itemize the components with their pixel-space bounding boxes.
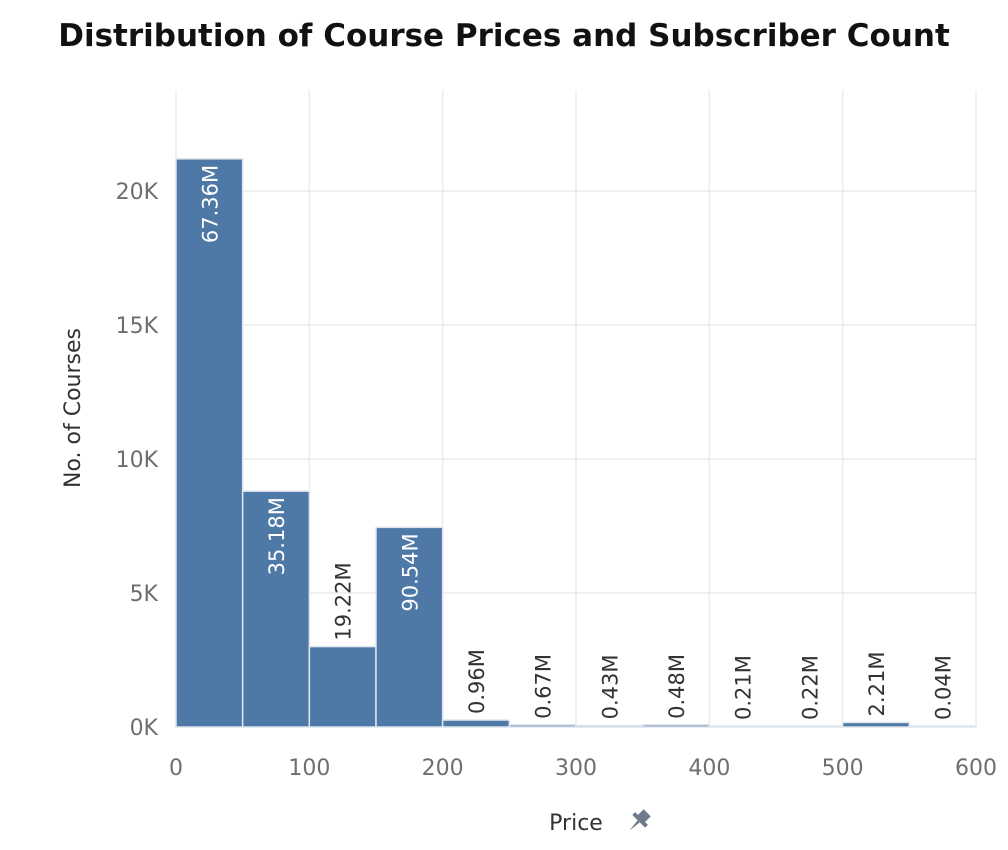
bar-subscriber-label: 0.43M: [598, 655, 622, 720]
bar-subscriber-label: 0.48M: [665, 654, 689, 719]
x-tick-label: 200: [422, 756, 464, 781]
bar-labels: 67.36M 35.18M 19.22M 90.54M 0.96M 0.67M 0.43M 0…: [198, 165, 955, 720]
histogram-bar: [575, 724, 644, 728]
bar-subscriber-label: 19.22M: [332, 562, 356, 640]
histogram-bar: [908, 725, 977, 728]
x-tick-label: 100: [288, 756, 330, 781]
histogram-bar: [508, 724, 577, 728]
y-tick-label: 15K: [116, 314, 159, 339]
tick-labels: 0 100 200 300 400 500 600 0K 5K 10K 15K 20K: [116, 180, 997, 781]
histogram-bar: [641, 724, 711, 728]
bar-subscriber-label: 35.18M: [265, 497, 289, 575]
histogram-bar: [441, 719, 511, 728]
histogram-bar: [375, 526, 444, 728]
histogram-bar: [708, 725, 777, 728]
histogram-bar: [175, 158, 244, 728]
x-tick-label: 600: [955, 756, 997, 781]
pin-icon[interactable]: [623, 806, 653, 836]
chart-title: Distribution of Course Prices and Subscr…: [58, 18, 950, 54]
y-tick-label: 0K: [130, 716, 159, 741]
x-tick-label: 500: [822, 756, 864, 781]
y-tick-label: 20K: [116, 180, 159, 205]
x-tick-label: 0: [169, 756, 183, 781]
x-axis-title: Price: [549, 811, 603, 836]
histogram-bar: [241, 490, 311, 728]
y-axis-title: No. of Courses: [61, 328, 86, 488]
x-tick-label: 300: [555, 756, 597, 781]
bars: [175, 158, 977, 728]
bar-subscriber-label: 90.54M: [398, 533, 422, 611]
bar-subscriber-label: 0.96M: [465, 649, 489, 714]
x-tick-label: 400: [688, 756, 730, 781]
histogram-bar: [841, 721, 911, 728]
bar-subscriber-label: 0.67M: [532, 654, 556, 719]
bar-subscriber-label: 67.36M: [198, 165, 222, 243]
histogram-bar: [775, 725, 844, 728]
histogram-bar: [308, 645, 377, 728]
y-tick-label: 10K: [116, 448, 159, 473]
bar-subscriber-label: 0.21M: [732, 655, 756, 720]
bar-subscriber-label: 2.21M: [865, 652, 889, 717]
bar-subscriber-label: 0.04M: [932, 655, 956, 720]
y-tick-label: 5K: [130, 582, 159, 607]
bar-subscriber-label: 0.22M: [798, 655, 822, 720]
